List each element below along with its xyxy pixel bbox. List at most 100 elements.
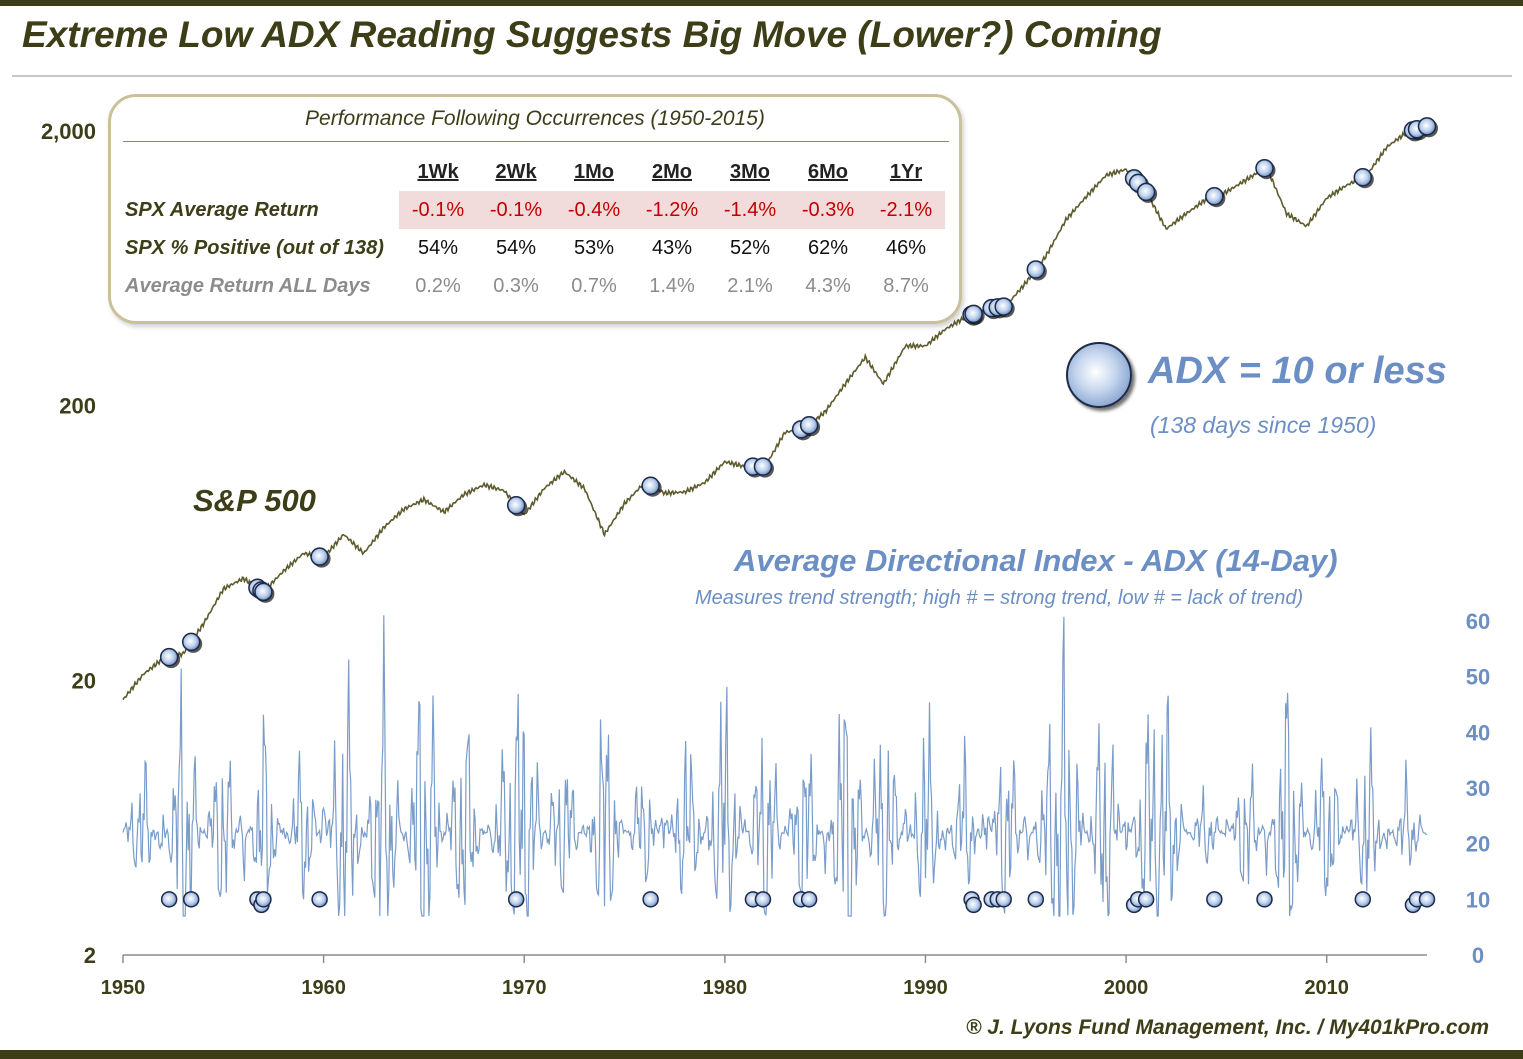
sp-marker [181, 632, 201, 652]
sp-marker [994, 297, 1013, 316]
left-tick-label: 20 [72, 668, 96, 693]
table-cell: -0.1% [477, 191, 555, 229]
column-header: 2Wk [495, 160, 537, 183]
row-label: Average Return ALL Days [125, 274, 371, 297]
adx-series [122, 615, 1428, 917]
table-cell: 62% [807, 236, 849, 259]
sp-marker [1255, 158, 1274, 178]
adx-marker [995, 891, 1012, 908]
performance-table-title: Performance Following Occurrences (1950-… [305, 107, 765, 130]
left-tick-label: 200 [59, 394, 96, 419]
bottom-border [0, 1050, 1523, 1059]
top-border [0, 0, 1523, 6]
table-row: SPX Average Return -0.1% -0.1% -0.4% -1.… [121, 191, 945, 229]
column-header: 1Wk [417, 160, 459, 183]
axes: 1950 1960 1970 1980 1990 2000 20102202002,0000… [41, 119, 1490, 999]
adx-low-markers [159, 117, 1438, 914]
adx-marker [160, 891, 178, 908]
adx-marker [965, 896, 982, 914]
footer-credit: ® J. Lyons Fund Management, Inc. / My401… [966, 1016, 1490, 1039]
table-cell: 0.3% [493, 274, 539, 297]
right-tick-label: 60 [1466, 609, 1490, 634]
sp-marker [1353, 167, 1373, 187]
right-tick-label: 30 [1466, 776, 1490, 801]
table-cell: 2.1% [727, 274, 773, 297]
right-tick-label: 0 [1472, 943, 1484, 968]
table-cell: -0.3% [789, 191, 867, 229]
table-cell: 46% [885, 236, 927, 259]
sp-marker [310, 547, 329, 566]
x-tick-label: 1950 [101, 977, 146, 999]
adx-marker [1137, 891, 1155, 908]
adx-marker [1206, 891, 1223, 908]
table-cell: 43% [651, 236, 693, 259]
legend-sublabel: (138 days since 1950) [1150, 412, 1377, 438]
sp500-label: S&P 500 [193, 483, 316, 518]
column-header: 6Mo [808, 160, 848, 183]
adx-title: Average Directional Index - ADX (14-Day) [734, 543, 1338, 578]
table-header-row: 1Wk 2Wk 1Mo 2Mo 3Mo 6Mo 1Yr [121, 153, 945, 191]
sp-marker [159, 647, 179, 667]
left-tick-label: 2 [84, 943, 96, 968]
sp-marker [753, 457, 773, 476]
column-header: 1Yr [889, 160, 923, 183]
performance-table: 1Wk 2Wk 1Mo 2Mo 3Mo 6Mo 1Yr SPX Average … [121, 153, 945, 305]
row-label: SPX Average Return [125, 198, 319, 221]
table-cell: 8.7% [883, 274, 929, 297]
table-cell: -1.4% [711, 191, 789, 229]
x-tick-label: 1960 [301, 977, 346, 999]
legend-marker-icon [1066, 342, 1132, 408]
adx-marker [311, 891, 328, 908]
sp-marker [1136, 182, 1156, 202]
sp-marker [1026, 260, 1046, 279]
table-cell: -1.2% [633, 191, 711, 229]
table-row: Average Return ALL Days 0.2% 0.3% 0.7% 1… [121, 267, 945, 305]
x-tick-label: 1980 [703, 977, 748, 999]
title-divider [12, 75, 1512, 77]
adx-marker [1027, 891, 1045, 908]
adx-marker [754, 891, 772, 908]
x-tick-label: 1970 [502, 977, 547, 999]
adx-marker [642, 891, 659, 908]
x-tick-label: 2010 [1304, 977, 1349, 999]
performance-table-box: Performance Following Occurrences (1950-… [108, 94, 962, 324]
x-tick-label: 2000 [1104, 977, 1149, 999]
table-cell: 1.4% [649, 274, 695, 297]
right-tick-label: 20 [1466, 832, 1490, 857]
row-label: SPX % Positive (out of 138) [125, 236, 384, 259]
right-tick-label: 40 [1466, 720, 1490, 745]
x-tick-label: 1990 [903, 977, 948, 999]
sp-marker [1205, 186, 1224, 206]
table-row: SPX % Positive (out of 138) 54% 54% 53% … [121, 229, 945, 267]
adx-marker [255, 891, 272, 908]
sp-marker [506, 496, 526, 515]
legend-label: ADX = 10 or less [1148, 350, 1447, 392]
table-cell: 4.3% [805, 274, 851, 297]
sp-marker [799, 415, 819, 435]
table-cell: 0.7% [571, 274, 617, 297]
table-cell: 0.2% [415, 274, 461, 297]
adx-line [122, 615, 1428, 917]
performance-table-rule [123, 141, 949, 142]
right-tick-label: 50 [1466, 665, 1490, 690]
sp-marker [254, 582, 273, 602]
left-tick-label: 2,000 [41, 119, 96, 144]
right-tick-label: 10 [1466, 887, 1490, 912]
sp-marker [1417, 117, 1437, 136]
table-cell: 54% [495, 236, 537, 259]
table-cell: -2.1% [867, 191, 945, 229]
sp-marker [641, 476, 660, 495]
column-header: 1Mo [574, 160, 614, 183]
column-header: 3Mo [730, 160, 770, 183]
adx-marker [1354, 891, 1372, 908]
table-cell: 54% [417, 236, 459, 259]
column-header: 2Mo [652, 160, 692, 183]
table-cell: 52% [729, 236, 771, 259]
adx-marker [1256, 891, 1273, 908]
adx-marker [182, 891, 200, 908]
table-cell: -0.1% [399, 191, 477, 229]
adx-subtitle: Measures trend strength; high # = strong… [695, 587, 1304, 609]
adx-marker [507, 891, 525, 908]
table-corner [121, 153, 399, 191]
